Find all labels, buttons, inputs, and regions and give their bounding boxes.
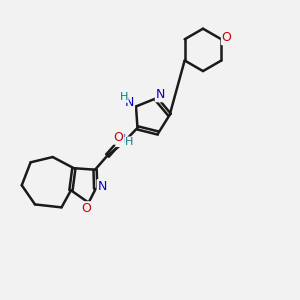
- Text: N: N: [116, 133, 126, 146]
- Text: N: N: [125, 96, 134, 110]
- Text: N: N: [156, 88, 165, 101]
- Text: H: H: [119, 92, 128, 102]
- Text: H: H: [125, 137, 134, 147]
- Text: O: O: [114, 131, 124, 144]
- Text: O: O: [222, 31, 232, 44]
- Text: O: O: [81, 202, 91, 215]
- Text: N: N: [98, 180, 107, 193]
